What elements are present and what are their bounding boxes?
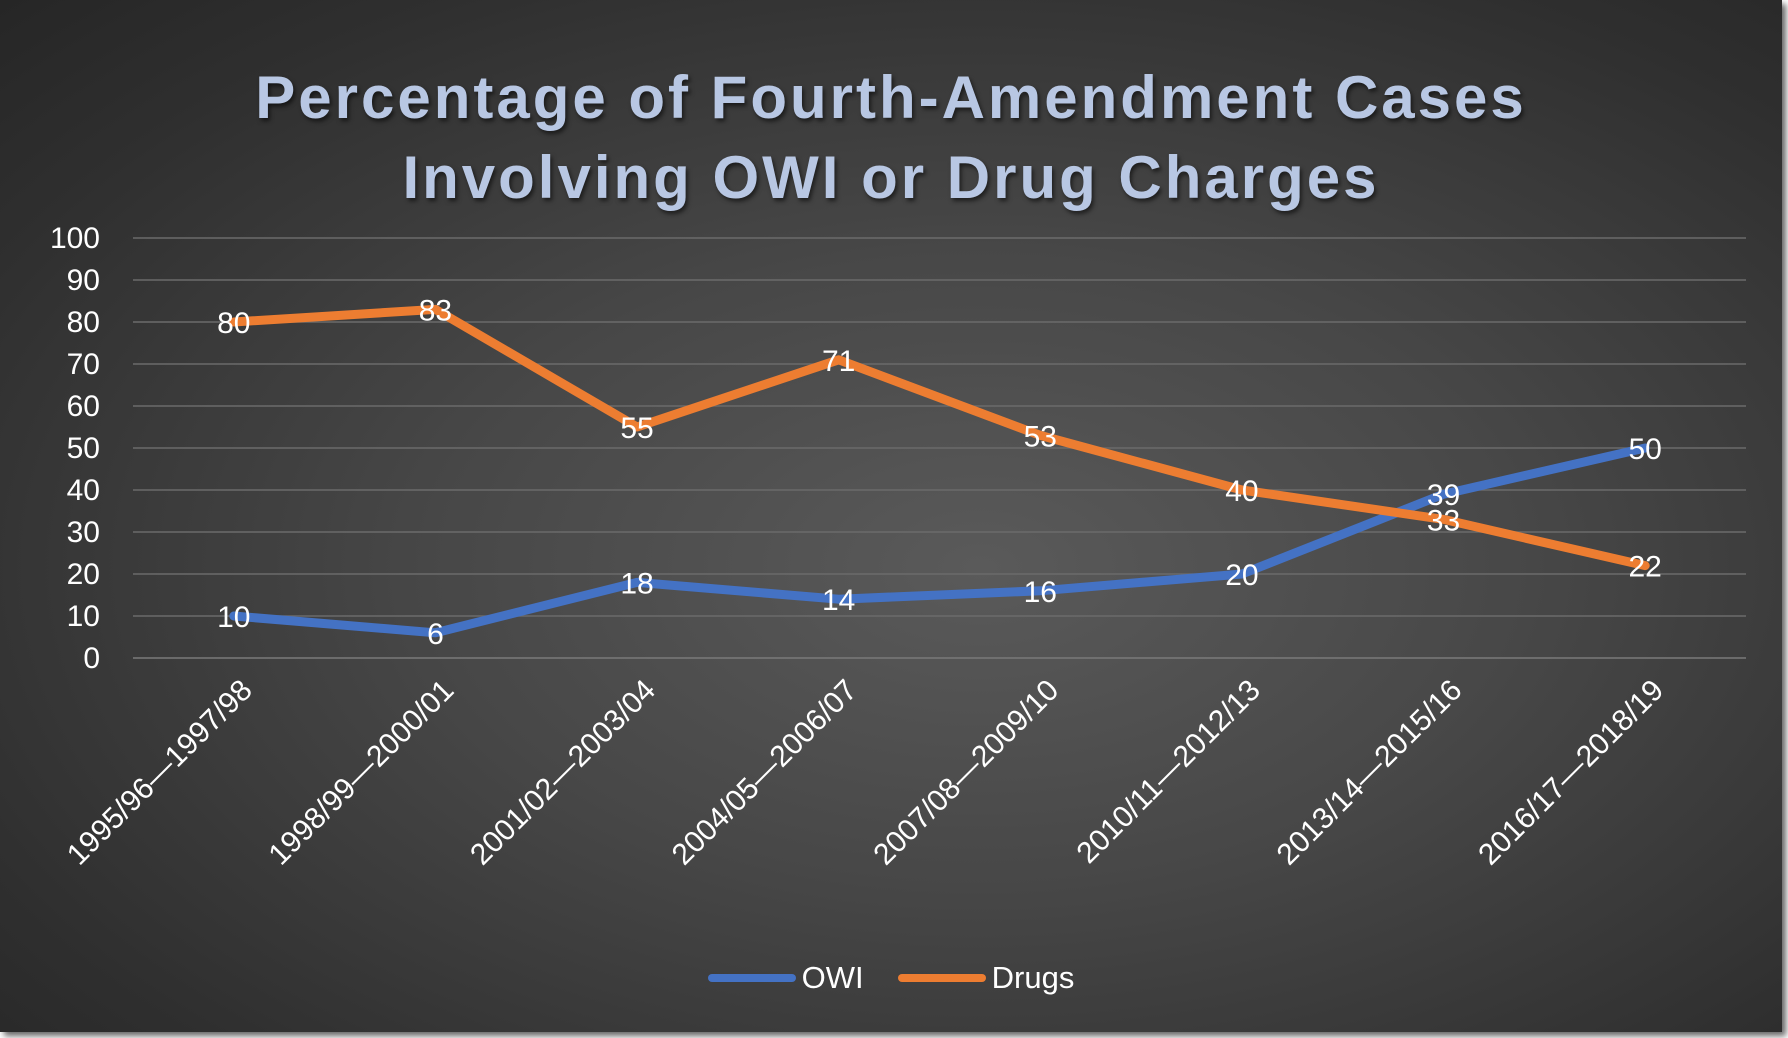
y-tick-label-60: 60	[67, 390, 100, 423]
data-label-owi-2: 18	[620, 567, 653, 600]
x-tick-label-2: 2001/02—2003/04	[464, 674, 662, 872]
legend-item-drugs: Drugs	[897, 960, 1075, 996]
data-label-owi-4: 16	[1024, 576, 1057, 609]
x-tick-label-7: 2016/17—2018/19	[1472, 674, 1670, 872]
y-tick-label-10: 10	[67, 600, 100, 633]
data-label-drugs-6: 33	[1427, 504, 1460, 537]
y-tick-label-30: 30	[67, 516, 100, 549]
data-label-drugs-3: 71	[822, 345, 855, 378]
data-label-owi-6: 39	[1427, 479, 1460, 512]
data-label-drugs-0: 80	[217, 307, 250, 340]
legend-swatch-drugs	[897, 974, 986, 982]
y-tick-label-100: 100	[50, 222, 100, 255]
legend: OWI Drugs	[0, 960, 1782, 996]
y-tick-label-80: 80	[67, 306, 100, 339]
data-label-owi-5: 20	[1225, 559, 1258, 592]
legend-label-drugs: Drugs	[991, 960, 1075, 995]
legend-item-owi: OWI	[707, 960, 864, 996]
y-tick-label-0: 0	[83, 642, 100, 675]
data-label-drugs-5: 40	[1225, 475, 1258, 508]
chart-title: Percentage of Fourth-Amendment Cases Inv…	[0, 58, 1782, 218]
data-label-drugs-7: 22	[1629, 551, 1662, 584]
data-label-owi-0: 10	[217, 601, 250, 634]
legend-swatch-owi	[707, 974, 796, 982]
y-tick-label-70: 70	[67, 348, 100, 381]
series-line-drugs	[229, 304, 1650, 571]
y-tick-label-20: 20	[67, 558, 100, 591]
data-label-drugs-1: 83	[419, 294, 452, 327]
data-label-owi-1: 6	[427, 618, 444, 651]
y-tick-label-50: 50	[67, 432, 100, 465]
x-tick-label-6: 2013/14—2015/16	[1271, 674, 1469, 872]
x-tick-label-5: 2010/11—2012/13	[1071, 674, 1267, 870]
series-line-owi	[229, 443, 1650, 638]
y-tick-label-40: 40	[67, 474, 100, 507]
x-tick-label-1: 1998/99—2000/01	[262, 674, 460, 872]
legend-label-owi: OWI	[801, 960, 864, 995]
chart-title-line-1: Percentage of Fourth-Amendment Cases	[255, 64, 1527, 131]
data-label-owi-7: 50	[1629, 433, 1662, 466]
x-tick-label-0: 1995/96—1997/98	[61, 674, 259, 872]
x-tick-label-4: 2007/08—2009/10	[867, 674, 1065, 872]
y-tick-label-90: 90	[67, 264, 100, 297]
data-label-drugs-2: 55	[620, 412, 653, 445]
chart-title-line-2: Involving OWI or Drug Charges	[402, 144, 1380, 211]
x-tick-label-3: 2004/05—2006/07	[666, 674, 864, 872]
data-label-drugs-4: 53	[1024, 420, 1057, 453]
data-label-owi-3: 14	[822, 584, 855, 617]
